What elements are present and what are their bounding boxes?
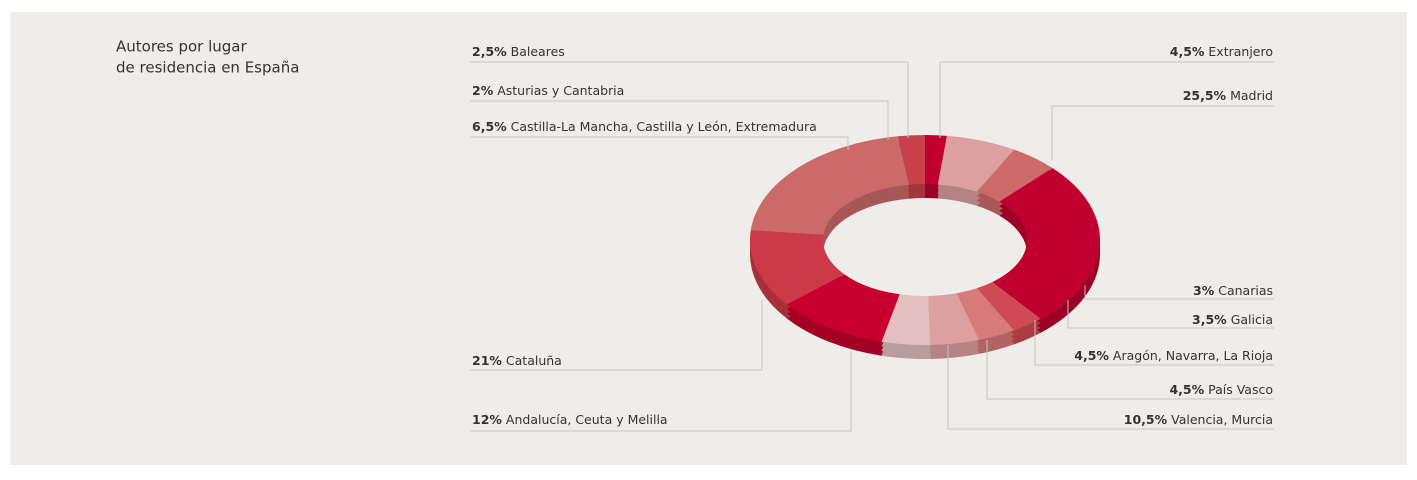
slice <box>956 288 1015 340</box>
slice-label: 3,5% Galicia <box>1192 312 1273 327</box>
leader-line <box>1034 320 1274 366</box>
category-label: Andalucía, Ceuta y Melilla <box>506 412 668 427</box>
category-label: Asturias y Cantabria <box>497 83 624 98</box>
leader-line <box>470 136 849 150</box>
slice-label: 2% Asturias y Cantabria <box>472 83 624 98</box>
value-label: 2% <box>472 83 494 98</box>
leader-line <box>1084 285 1274 300</box>
slice-label: 10,5% Valencia, Murcia <box>1124 412 1273 427</box>
category-label: Extranjero <box>1208 44 1273 59</box>
slice-label: 4,5% País Vasco <box>1169 382 1273 397</box>
category-label: País Vasco <box>1208 382 1273 397</box>
slice <box>976 282 1041 331</box>
leader-line <box>1067 300 1274 329</box>
slice <box>992 168 1100 319</box>
slice <box>750 230 845 305</box>
slice-label: 6,5% Castilla-La Mancha, Castilla y León… <box>472 119 817 134</box>
category-label: Aragón, Navarra, La Rioja <box>1113 348 1273 363</box>
value-label: 21% <box>472 353 502 368</box>
slice <box>881 294 931 345</box>
slice <box>928 293 980 345</box>
slice <box>925 135 947 185</box>
category-label: Madrid <box>1230 88 1273 103</box>
leader-line <box>470 350 852 432</box>
leader-line <box>470 61 909 138</box>
slice-label: 21% Cataluña <box>472 353 562 368</box>
leader-line <box>1051 105 1274 160</box>
category-label: Canarias <box>1218 283 1273 298</box>
value-label: 10,5% <box>1124 412 1168 427</box>
chart-title: de residencia en España <box>116 59 299 77</box>
slice <box>786 274 900 342</box>
value-label: 6,5% <box>472 119 507 134</box>
background <box>10 12 1407 465</box>
category-label: Valencia, Murcia <box>1171 412 1273 427</box>
value-label: 4,5% <box>1074 348 1109 363</box>
slice-label: 12% Andalucía, Ceuta y Melilla <box>472 412 668 427</box>
value-label: 25,5% <box>1183 88 1227 103</box>
chart-title: Autores por lugar <box>116 38 247 56</box>
value-label: 4,5% <box>1169 382 1204 397</box>
leader-line <box>939 61 1274 138</box>
slice-label: 4,5% Extranjero <box>1170 44 1273 59</box>
slice-label: 2,5% Baleares <box>472 44 565 59</box>
leader-line <box>470 100 889 140</box>
category-label: Castilla-La Mancha, Castilla y León, Ext… <box>511 119 817 134</box>
value-label: 4,5% <box>1170 44 1205 59</box>
value-label: 2,5% <box>472 44 507 59</box>
slice-label: 25,5% Madrid <box>1183 88 1273 103</box>
category-label: Baleares <box>511 44 565 59</box>
value-label: 12% <box>472 412 502 427</box>
value-label: 3,5% <box>1192 312 1227 327</box>
leader-line <box>947 345 1274 430</box>
slice <box>976 149 1053 202</box>
slice <box>897 135 925 185</box>
slice <box>937 135 1015 192</box>
leader-line <box>470 300 763 371</box>
slice-label: 3% Canarias <box>1193 283 1273 298</box>
value-label: 3% <box>1193 283 1215 298</box>
slice <box>750 136 910 235</box>
leader-line <box>986 340 1274 400</box>
category-label: Galicia <box>1231 312 1273 327</box>
category-label: Cataluña <box>506 353 562 368</box>
slice-label: 4,5% Aragón, Navarra, La Rioja <box>1074 348 1273 363</box>
